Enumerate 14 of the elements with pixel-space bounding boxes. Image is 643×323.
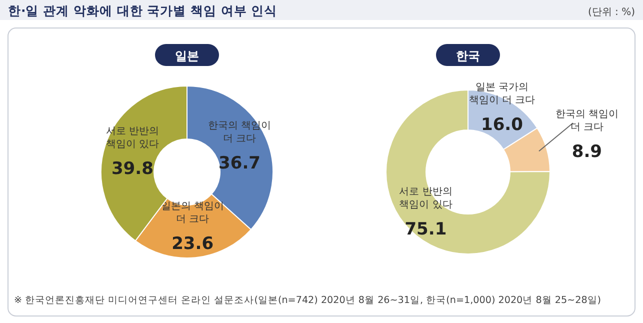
donut-slice: [386, 90, 550, 254]
slice-label: 일본의 책임이 더 크다: [160, 201, 224, 226]
chart-title: 일본: [175, 49, 199, 63]
data-label: 39.8: [111, 158, 154, 179]
text: 한·일 관계 악화에 대한 국가별 책임 여부 인식: [8, 3, 278, 18]
slice-label: 한국의 책임이 더 크다: [555, 109, 619, 134]
chart-title: 한국: [456, 49, 480, 63]
data-label: 23.6: [172, 234, 214, 254]
data-label: 36.7: [218, 154, 261, 174]
data-label: 8.9: [572, 142, 602, 162]
slice-label: 일본 국가의 책임이 더 크다: [468, 82, 536, 106]
data-label: 16.0: [480, 115, 524, 136]
text: (단위 : %): [588, 7, 636, 18]
text: ※ 한국언론진흥재단 미디어연구센터 온라인 설문조사(일본(n=742) 2020년 8월 26~31일, 한국(n=1,000) 2020년 8월 25~28일): [14, 295, 602, 306]
